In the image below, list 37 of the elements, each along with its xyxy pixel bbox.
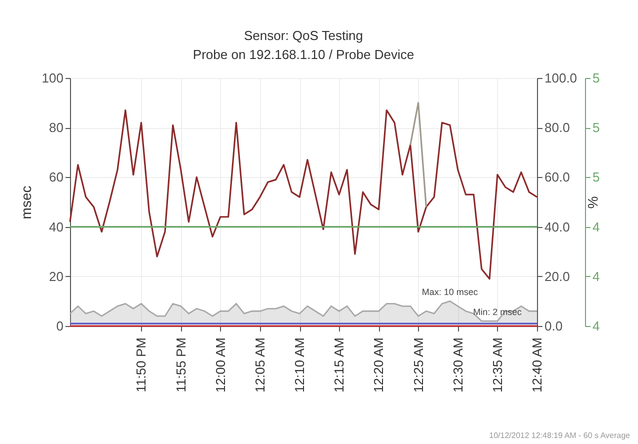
- x-tick-label: 12:00 AM: [212, 338, 228, 392]
- y3-tick-label: 4: [592, 268, 600, 284]
- x-tick-label: 12:30 AM: [450, 338, 466, 392]
- y3-tick-label: 4: [592, 318, 600, 334]
- y2-tick-label: 20.0: [544, 268, 570, 284]
- y2-tick-label: 80.0: [544, 120, 570, 136]
- x-tick-label: 12:05 AM: [252, 338, 268, 392]
- y3-tick-label: 5: [592, 120, 600, 136]
- x-tick-label: 12:20 AM: [371, 338, 386, 392]
- annotation: Max: 10 msec: [422, 287, 478, 298]
- x-tick-label: 11:55 PM: [173, 338, 188, 392]
- y3-tick-label: 4: [592, 219, 600, 234]
- y-tick-label: 20: [49, 268, 64, 284]
- x-tick-label: 12:10 AM: [292, 338, 308, 392]
- chart-title: Sensor: QoS Testing: [244, 28, 363, 43]
- text: 10/12/2012 12:48:19 AM - 60 s Average: [489, 431, 630, 440]
- y-tick-label: 40: [49, 219, 64, 234]
- y-tick-label: 0: [56, 318, 64, 334]
- x-tick-label: 12:15 AM: [332, 338, 347, 392]
- annotation: Min: 2 msec: [473, 307, 522, 318]
- y3-tick-label: 5: [592, 70, 600, 86]
- y2-tick-label: 60.0: [544, 170, 570, 185]
- y-tick-label: 100: [42, 70, 64, 86]
- y2-axis-title: %: [585, 196, 602, 209]
- x-tick-label: 12:40 AM: [530, 338, 544, 392]
- y-tick-label: 60: [49, 170, 64, 185]
- x-tick-label: 11:50 PM: [134, 338, 149, 392]
- line-series: [69, 109, 538, 280]
- y-tick-label: 80: [49, 120, 64, 136]
- x-tick-label: 12:35 AM: [490, 338, 505, 392]
- y-axis-title: msec: [18, 186, 34, 220]
- y2-tick-label: 0.0: [544, 318, 563, 334]
- y2-tick-label: 40.0: [544, 219, 570, 234]
- y2-tick-label: 100.0: [544, 70, 578, 86]
- y3-tick-label: 5: [592, 170, 600, 185]
- x-tick-label: 12:25 AM: [410, 338, 426, 392]
- chart-subtitle: Probe on 192.168.1.10 / Probe Device: [192, 47, 414, 62]
